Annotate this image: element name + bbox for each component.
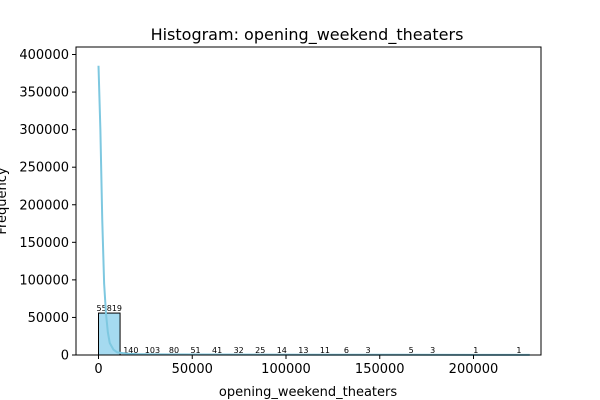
y-tick-label-5: 250000: [19, 161, 69, 176]
bar-count-label-8: 14: [277, 346, 287, 355]
bar-count-label-4: 51: [190, 346, 200, 355]
y-ticks-group: 0 50000 100000 150000 200000 250000 300000 3500…: [19, 48, 76, 364]
x-axis-label: opening_weekend_theaters: [219, 385, 397, 400]
histogram-bar-0: [98, 312, 121, 356]
plot-frame: [75, 46, 542, 356]
x-tick-label-1: 50000: [172, 362, 213, 377]
bar-count-label-15: 3: [430, 346, 435, 355]
y-tick-label-7: 350000: [19, 86, 69, 101]
bar-count-label-1: 140: [123, 346, 138, 355]
y-tick-label-1: 50000: [28, 311, 69, 326]
bar-count-label-5: 41: [212, 346, 222, 355]
y-tick-label-4: 200000: [19, 198, 69, 213]
y-tick-label-3: 150000: [19, 236, 69, 251]
bar-count-label-9: 13: [298, 346, 308, 355]
y-tick-label-8: 400000: [19, 48, 69, 63]
x-ticks-group: 0 50000 100000 150000 200000: [94, 355, 498, 377]
y-tick-label-0: 0: [61, 349, 69, 364]
bar-count-label-7: 25: [255, 346, 265, 355]
bar-count-label-10: 11: [320, 346, 330, 355]
bar-count-label-2: 103: [145, 346, 160, 355]
bar-count-label-12: 3: [365, 346, 370, 355]
bar-count-label-6: 32: [234, 346, 244, 355]
bar-count-label-11: 6: [344, 346, 349, 355]
y-tick-label-6: 300000: [19, 123, 69, 138]
bar-count-label-19: 1: [516, 346, 521, 355]
x-tick-label-3: 150000: [355, 362, 405, 377]
bar-count-label-17: 1: [473, 346, 478, 355]
bar-count-label-3: 80: [169, 346, 179, 355]
y-tick-label-2: 100000: [19, 273, 69, 288]
x-tick-label-2: 100000: [261, 362, 311, 377]
chart-title: Histogram: opening_weekend_theaters: [151, 25, 464, 45]
x-tick-label-0: 0: [94, 362, 102, 377]
bar-count-label-0: 55819: [97, 304, 122, 313]
x-tick-label-4: 200000: [449, 362, 499, 377]
y-axis-label: Frequency: [0, 167, 10, 234]
bar-count-label-14: 5: [409, 346, 414, 355]
